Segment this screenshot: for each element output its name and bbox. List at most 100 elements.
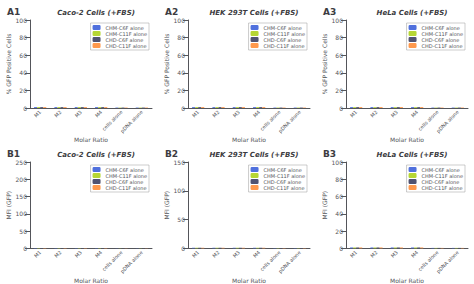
svg-text:20: 20 — [19, 87, 27, 94]
svg-text:Molar Ratio: Molar Ratio — [74, 277, 108, 284]
svg-text:MFI (GFP): MFI (GFP) — [5, 191, 12, 220]
svg-text:80: 80 — [335, 176, 343, 183]
svg-text:HeLa Cells (+FBS): HeLa Cells (+FBS) — [377, 151, 448, 159]
svg-text:80: 80 — [177, 34, 185, 41]
svg-text:0: 0 — [23, 245, 27, 252]
svg-text:60: 60 — [335, 52, 343, 59]
svg-text:CHD-C11F alone: CHD-C11F alone — [264, 43, 305, 49]
svg-text:MFI (GFP): MFI (GFP) — [163, 191, 170, 220]
svg-text:M3: M3 — [389, 249, 399, 259]
svg-text:60: 60 — [177, 52, 185, 59]
svg-text:M1: M1 — [33, 109, 43, 119]
svg-text:M1: M1 — [349, 109, 359, 119]
svg-text:20: 20 — [177, 87, 185, 94]
svg-text:20: 20 — [335, 228, 343, 235]
svg-text:60: 60 — [19, 52, 27, 59]
svg-text:M3: M3 — [231, 109, 241, 119]
svg-text:250: 250 — [16, 159, 28, 166]
svg-text:CHD-C11F alone: CHD-C11F alone — [106, 185, 147, 191]
svg-text:MFI (GFP): MFI (GFP) — [321, 191, 328, 220]
svg-text:100: 100 — [332, 17, 344, 24]
svg-text:pDNA alone: pDNA alone — [277, 109, 303, 135]
svg-text:HEK 293T Cells (+FBS): HEK 293T Cells (+FBS) — [209, 9, 298, 17]
svg-text:M3: M3 — [389, 109, 399, 119]
svg-text:M4: M4 — [94, 249, 104, 259]
svg-text:40: 40 — [335, 69, 343, 76]
svg-text:CHD-C11F alone: CHD-C11F alone — [422, 43, 463, 49]
svg-text:HeLa Cells (+FBS): HeLa Cells (+FBS) — [377, 9, 448, 17]
svg-text:50: 50 — [177, 216, 185, 223]
svg-text:0: 0 — [23, 105, 27, 112]
svg-text:M3: M3 — [73, 109, 83, 119]
svg-text:Molar Ratio: Molar Ratio — [390, 136, 424, 143]
svg-text:M1: M1 — [191, 109, 201, 119]
svg-text:M4: M4 — [94, 109, 104, 119]
svg-text:Molar Ratio: Molar Ratio — [232, 277, 266, 284]
svg-text:Caco-2 Cells (+FBS): Caco-2 Cells (+FBS) — [57, 151, 135, 159]
svg-text:0: 0 — [181, 105, 185, 112]
svg-text:M3: M3 — [231, 249, 241, 259]
svg-text:cells alone: cells alone — [258, 108, 282, 132]
svg-text:cells alone: cells alone — [100, 249, 124, 273]
svg-text:150: 150 — [174, 159, 186, 166]
svg-text:cells alone: cells alone — [416, 108, 440, 132]
svg-text:100: 100 — [174, 187, 186, 194]
svg-text:pDNA alone: pDNA alone — [119, 109, 145, 135]
svg-text:0: 0 — [339, 245, 343, 252]
svg-text:M1: M1 — [33, 249, 43, 259]
svg-text:% GFP Positive Cells: % GFP Positive Cells — [321, 34, 328, 95]
svg-text:pDNA alone: pDNA alone — [435, 109, 461, 135]
svg-text:M4: M4 — [252, 109, 262, 119]
svg-text:100: 100 — [332, 159, 344, 166]
svg-text:100: 100 — [174, 17, 186, 24]
svg-text:pDNA alone: pDNA alone — [119, 249, 145, 275]
svg-text:20: 20 — [335, 87, 343, 94]
svg-text:40: 40 — [177, 69, 185, 76]
svg-text:M2: M2 — [369, 249, 379, 259]
svg-text:M4: M4 — [410, 109, 420, 119]
svg-text:HEK 293T Cells (+FBS): HEK 293T Cells (+FBS) — [209, 151, 298, 159]
svg-text:M4: M4 — [410, 249, 420, 259]
svg-text:M2: M2 — [53, 109, 63, 119]
svg-text:M2: M2 — [211, 109, 221, 119]
svg-text:cells alone: cells alone — [258, 249, 282, 273]
svg-text:40: 40 — [335, 210, 343, 217]
svg-text:50: 50 — [19, 228, 27, 235]
svg-text:CHD-C11F alone: CHD-C11F alone — [264, 185, 305, 191]
svg-text:B1: B1 — [7, 149, 20, 159]
svg-text:0: 0 — [339, 105, 343, 112]
svg-text:60: 60 — [335, 193, 343, 200]
svg-text:200: 200 — [16, 176, 28, 183]
svg-text:Molar Ratio: Molar Ratio — [74, 136, 108, 143]
svg-text:CHD-C11F alone: CHD-C11F alone — [422, 185, 463, 191]
svg-text:pDNA alone: pDNA alone — [277, 249, 303, 275]
svg-text:Molar Ratio: Molar Ratio — [390, 277, 424, 284]
svg-text:M4: M4 — [252, 249, 262, 259]
svg-text:M1: M1 — [191, 249, 201, 259]
svg-text:Molar Ratio: Molar Ratio — [232, 136, 266, 143]
svg-text:150: 150 — [16, 193, 28, 200]
svg-text:40: 40 — [19, 69, 27, 76]
svg-text:A2: A2 — [165, 7, 178, 17]
svg-text:100: 100 — [16, 210, 28, 217]
svg-text:A3: A3 — [323, 7, 336, 17]
svg-text:M1: M1 — [349, 249, 359, 259]
svg-text:M2: M2 — [53, 249, 63, 259]
svg-text:% GFP Positive Cells: % GFP Positive Cells — [5, 34, 12, 95]
svg-text:Caco-2 Cells (+FBS): Caco-2 Cells (+FBS) — [57, 9, 135, 17]
svg-text:A1: A1 — [7, 7, 20, 17]
svg-text:M2: M2 — [211, 249, 221, 259]
svg-text:80: 80 — [19, 34, 27, 41]
svg-text:cells alone: cells alone — [100, 108, 124, 132]
svg-text:B2: B2 — [165, 149, 178, 159]
svg-text:pDNA alone: pDNA alone — [435, 249, 461, 275]
svg-text:% GFP Positive Cells: % GFP Positive Cells — [163, 34, 170, 95]
svg-text:B3: B3 — [323, 149, 336, 159]
svg-text:0: 0 — [181, 245, 185, 252]
svg-text:80: 80 — [335, 34, 343, 41]
svg-text:CHD-C11F alone: CHD-C11F alone — [106, 43, 147, 49]
svg-text:100: 100 — [16, 17, 28, 24]
svg-text:cells alone: cells alone — [416, 249, 440, 273]
svg-text:M2: M2 — [369, 109, 379, 119]
svg-text:M3: M3 — [73, 249, 83, 259]
